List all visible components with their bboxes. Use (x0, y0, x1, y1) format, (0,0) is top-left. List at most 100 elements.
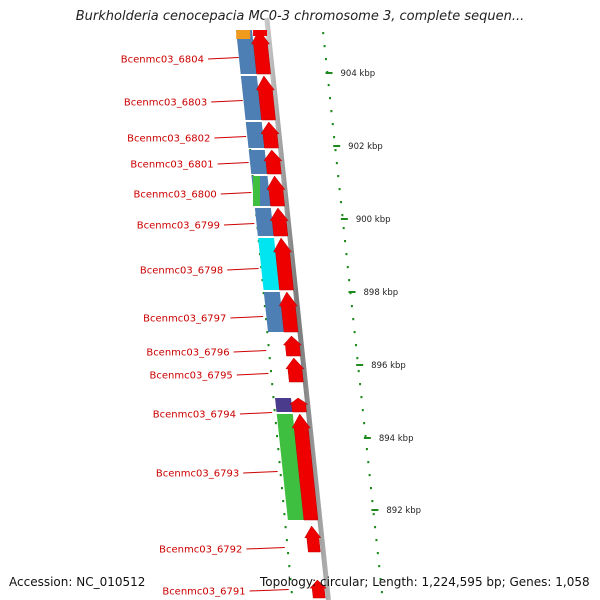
gene-arrow[interactable] (273, 237, 294, 291)
track-dot (364, 435, 367, 438)
track-dot (276, 435, 279, 438)
track-dot (361, 409, 364, 412)
gene-arrow[interactable] (288, 397, 309, 413)
gene-label[interactable]: Bcenmc03_6801 (130, 160, 213, 171)
gene-label[interactable]: Bcenmc03_6799 (137, 221, 220, 232)
gene-arrow[interactable] (282, 335, 303, 357)
track-dot (278, 461, 281, 464)
label-leader-line (233, 350, 267, 353)
track-dot (345, 253, 348, 256)
track-dot (334, 149, 337, 152)
track-dot (283, 513, 286, 516)
gene-arrow[interactable] (266, 175, 286, 207)
gene-arrow[interactable] (260, 121, 280, 149)
track-dot (378, 565, 381, 568)
track-dot (349, 292, 352, 295)
track-dot (352, 318, 355, 321)
track-dot (341, 214, 344, 217)
gene-label[interactable]: Bcenmc03_6800 (134, 190, 217, 201)
track-dot (346, 266, 349, 269)
track-dot (371, 500, 374, 503)
gene-label[interactable]: Bcenmc03_6794 (153, 410, 236, 421)
gene-label[interactable]: Bcenmc03_6797 (143, 314, 226, 325)
label-leader-line (246, 547, 285, 550)
gene-label[interactable]: Bcenmc03_6798 (140, 266, 223, 277)
track-dot (331, 123, 334, 126)
gene-label[interactable]: Bcenmc03_6804 (121, 55, 204, 66)
gene-label[interactable]: Bcenmc03_6795 (150, 371, 233, 382)
track-dot (277, 448, 280, 451)
track-dot (274, 422, 277, 425)
track-dot (380, 591, 383, 594)
track-dot (354, 344, 357, 347)
label-leader-line (220, 192, 252, 195)
track-dot (271, 383, 274, 386)
gene-label[interactable]: Bcenmc03_6792 (159, 545, 242, 556)
label-leader-line (207, 57, 239, 60)
label-leader-line (211, 100, 243, 103)
track-dot (333, 136, 336, 139)
track-dot (365, 448, 368, 451)
cog-category-box (254, 208, 274, 236)
scale-tick-label: 898 kbp (364, 288, 399, 298)
track-dot (348, 279, 351, 282)
track-dot (357, 370, 360, 373)
gene-arrow[interactable] (251, 29, 271, 75)
track-dot (338, 188, 341, 191)
cog-category-box (245, 122, 265, 148)
track-dot (288, 565, 291, 568)
cog-category-box (240, 76, 262, 120)
scale-tick-label: 896 kbp (371, 361, 406, 371)
gene-arrow[interactable] (278, 291, 299, 333)
track-dot (363, 422, 366, 425)
track-dot (262, 292, 265, 295)
gene-arrow[interactable] (291, 413, 319, 521)
cog-category-box (258, 238, 280, 290)
track-dot (290, 591, 293, 594)
gene-arrow[interactable] (253, 30, 268, 36)
gene-arrow[interactable] (285, 357, 305, 383)
gene-arrow[interactable] (309, 579, 327, 599)
track-dot (261, 279, 264, 282)
gene-label[interactable]: Bcenmc03_6803 (124, 98, 207, 109)
scale-tick-label: 904 kbp (341, 69, 376, 79)
accession-text: Accession: NC_010512 (9, 575, 146, 589)
track-dot (335, 162, 338, 165)
cog-category-box (248, 150, 268, 174)
label-leader-line (217, 162, 249, 165)
gene-arrow[interactable] (269, 207, 289, 237)
topology-text: Topology: circular; Length: 1,224,595 bp… (260, 575, 590, 589)
scale-tick-label: 894 kbp (379, 434, 414, 444)
track-dot (322, 32, 325, 35)
track-dot (284, 526, 287, 529)
gene-label[interactable]: Bcenmc03_6793 (156, 469, 239, 480)
track-dot (360, 396, 363, 399)
label-leader-line (236, 373, 269, 376)
gene-label[interactable]: Bcenmc03_6802 (127, 134, 210, 145)
label-leader-line (243, 471, 278, 474)
track-dot (265, 318, 268, 321)
track-dot (285, 539, 288, 542)
cog-category-box (236, 30, 251, 39)
track-dot (337, 175, 340, 178)
gene-label[interactable]: Bcenmc03_6791 (162, 587, 245, 598)
scale-tick-label: 900 kbp (356, 215, 391, 225)
gene-label[interactable]: Bcenmc03_6796 (146, 348, 229, 359)
track-dot (353, 331, 356, 334)
gene-arrow[interactable] (255, 75, 276, 121)
track-dot (323, 45, 326, 48)
label-leader-line (227, 268, 259, 271)
track-dot (273, 409, 276, 412)
track-dot (263, 305, 266, 308)
track-dot (267, 344, 270, 347)
gene-arrow[interactable] (263, 149, 283, 175)
gene-arrow[interactable] (304, 525, 322, 553)
track-dot (269, 370, 272, 373)
track-dot (279, 474, 282, 477)
track-dot (268, 357, 271, 360)
scale-tick-label: 902 kbp (348, 142, 383, 152)
track-dot (330, 110, 333, 113)
track-dot (282, 500, 285, 503)
track-dot (344, 240, 347, 243)
